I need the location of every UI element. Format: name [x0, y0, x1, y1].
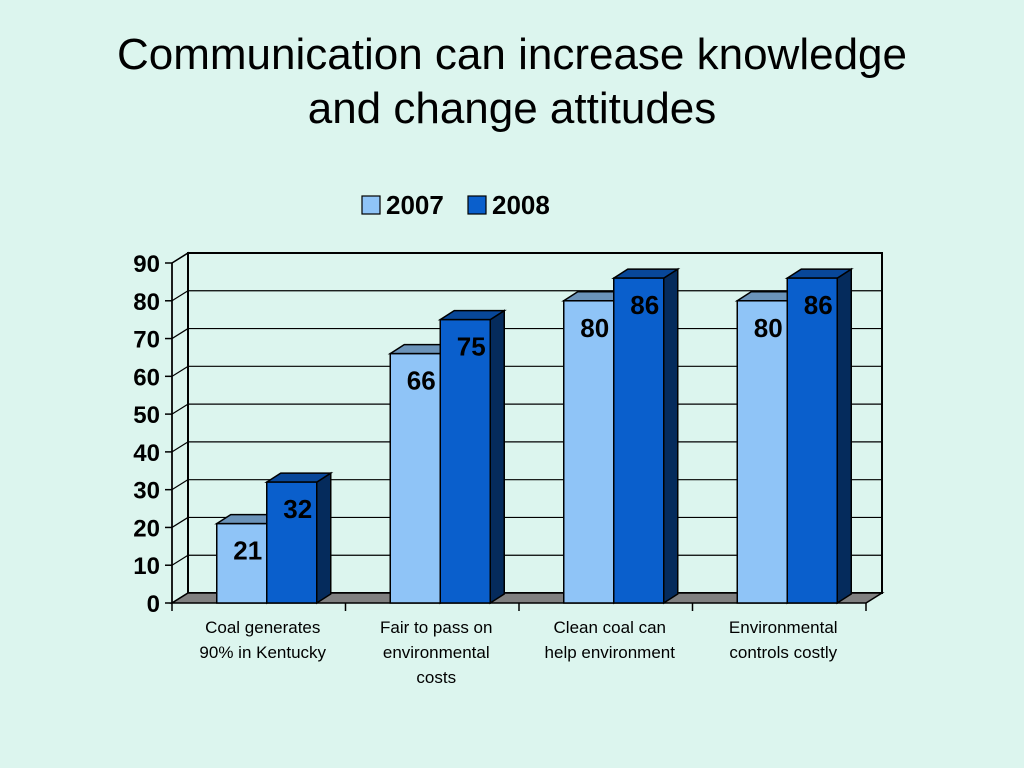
y-tick-label: 90	[133, 251, 160, 278]
legend-label: 2008	[492, 190, 550, 220]
bars	[214, 267, 854, 605]
x-tick-label: Clean coal can	[554, 618, 666, 637]
bar	[266, 481, 318, 604]
data-label: 80	[754, 313, 783, 343]
data-label: 32	[283, 494, 312, 524]
y-tick-label: 70	[133, 327, 160, 354]
page-title: Communication can increase knowledge and…	[0, 28, 1024, 136]
bar	[216, 522, 268, 604]
x-tick-label: 90% in Kentucky	[199, 643, 326, 662]
gridline-side	[171, 290, 189, 302]
x-tick-label: environmental	[383, 643, 490, 662]
data-label: 21	[233, 536, 262, 566]
legend-swatch	[467, 195, 487, 215]
bar	[389, 352, 441, 604]
y-tick-label: 80	[133, 289, 160, 316]
bar	[613, 277, 665, 604]
y-tick-label: 0	[147, 591, 160, 618]
x-tick-label: Environmental	[729, 618, 838, 637]
x-tick-label: Coal generates	[205, 618, 320, 637]
bar-side	[489, 309, 505, 605]
data-label: 86	[804, 290, 833, 320]
x-tick-label: costs	[416, 668, 456, 687]
y-tick-label: 30	[133, 478, 160, 505]
gridline-side	[171, 403, 189, 415]
y-tick-label: 60	[133, 364, 160, 391]
gridline-side	[171, 328, 189, 340]
legend: 2007 2008	[361, 190, 550, 220]
y-tick-label: 20	[133, 515, 160, 542]
bar	[736, 300, 788, 604]
bar	[439, 318, 491, 604]
y-tick-label: 50	[133, 402, 160, 429]
gridline-side	[171, 365, 189, 377]
y-tick-label: 10	[133, 553, 160, 580]
y-tick-label: 40	[133, 440, 160, 467]
side-wall	[171, 251, 189, 605]
data-label: 66	[407, 366, 436, 396]
gridline-side	[171, 252, 189, 264]
legend-swatch	[361, 195, 381, 215]
bar	[786, 277, 838, 604]
title-line-2: and change attitudes	[307, 84, 717, 133]
legend-label: 2007	[386, 190, 444, 220]
x-tick-label: help environment	[545, 643, 676, 662]
labels: 0 10 20 30 40 50 60 70 80 90 21 32 Coal generates 90%…	[133, 251, 837, 687]
data-label: 86	[630, 290, 659, 320]
gridline-side	[171, 479, 189, 491]
gridline-side	[171, 441, 189, 453]
bar-side	[316, 471, 332, 605]
bar	[563, 300, 615, 604]
title-line-1: Communication can increase knowledge	[117, 30, 907, 79]
x-tick-label: Fair to pass on	[380, 618, 492, 637]
data-label: 75	[457, 332, 486, 362]
x-tick-label: controls costly	[729, 643, 837, 662]
bar-side	[663, 267, 679, 605]
gridline-side	[171, 516, 189, 528]
axes	[165, 262, 867, 611]
data-label: 80	[580, 313, 609, 343]
gridline-side	[171, 554, 189, 566]
bar-side	[836, 267, 852, 605]
